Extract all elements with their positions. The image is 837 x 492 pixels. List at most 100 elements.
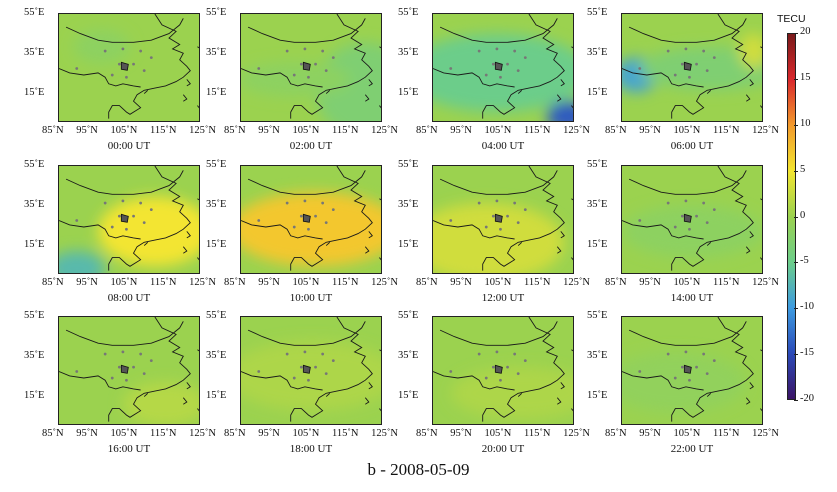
island-outline bbox=[364, 94, 370, 102]
x-tick-label: 125˚N bbox=[752, 125, 779, 136]
gps-station-dot bbox=[324, 221, 328, 225]
x-tick-label: 85˚N bbox=[605, 125, 627, 136]
y-tick-label: 15˚E bbox=[206, 390, 227, 401]
gps-station-dot bbox=[666, 352, 670, 356]
x-tick-label: 125˚N bbox=[563, 125, 590, 136]
island-outline bbox=[186, 79, 191, 87]
x-tick-label: 85˚N bbox=[416, 125, 438, 136]
map-plot-area bbox=[621, 13, 763, 122]
map-plot-area bbox=[58, 165, 200, 274]
x-tick-label: 95˚N bbox=[639, 125, 661, 136]
epicenter-marker bbox=[120, 61, 129, 71]
island-outline bbox=[143, 89, 149, 94]
gps-station-dot bbox=[257, 219, 261, 222]
map-plot-area bbox=[432, 165, 574, 274]
x-tick-row: 85˚N 95˚N 105˚N 115˚N 125˚N bbox=[224, 125, 398, 136]
tec-anomaly-blob bbox=[639, 46, 762, 91]
gps-station-dot bbox=[477, 49, 481, 53]
map-panel: 55˚E 35˚E 15˚E 85˚N 95˚N 105˚N 115˚N 125˚N 16:00… bbox=[24, 310, 216, 455]
island-outline bbox=[182, 397, 188, 405]
gps-station-dot bbox=[688, 227, 691, 231]
gps-station-dot bbox=[513, 352, 517, 356]
tec-map bbox=[433, 166, 573, 273]
panel-time-label: 08:00 UT bbox=[107, 292, 151, 304]
map-plot-area bbox=[621, 165, 763, 274]
colorbar-tick-mark bbox=[794, 78, 798, 80]
x-tick-label: 95˚N bbox=[258, 428, 280, 439]
coastline-outline bbox=[622, 220, 704, 240]
colorbar-tick-mark bbox=[794, 170, 798, 172]
panel-time-label: 16:00 UT bbox=[107, 443, 151, 455]
gps-station-dot bbox=[321, 49, 325, 53]
coastline-outline bbox=[622, 371, 704, 391]
coastline-outline bbox=[65, 321, 184, 346]
x-tick-row: 85˚N 95˚N 105˚N 115˚N 125˚N bbox=[416, 277, 590, 288]
x-tick-label: 105˚N bbox=[110, 428, 138, 439]
gps-station-dot bbox=[103, 352, 107, 356]
y-tick-label: 15˚E bbox=[398, 87, 419, 98]
map-panel: 55˚E 35˚E 15˚E 85˚N 95˚N 105˚N 115˚N 125˚N 00:00… bbox=[24, 7, 216, 152]
x-tick-label: 125˚N bbox=[752, 428, 779, 439]
epicenter-marker bbox=[683, 364, 692, 374]
gps-station-dot bbox=[103, 201, 107, 205]
map-panel: 55˚E 35˚E 15˚E 85˚N 95˚N 105˚N 115˚N 125˚N 20:00… bbox=[398, 310, 590, 455]
y-tick-label: 35˚E bbox=[398, 199, 419, 210]
x-tick-label: 95˚N bbox=[639, 428, 661, 439]
x-tick-label: 115˚N bbox=[713, 277, 740, 288]
coastline-outline bbox=[290, 166, 373, 271]
island-outline bbox=[325, 241, 331, 246]
gps-station-dot bbox=[132, 365, 135, 369]
map-panel: 55˚E 35˚E 15˚E 85˚N 95˚N 105˚N 115˚N 125˚N 08:00… bbox=[24, 159, 216, 304]
gps-station-dot bbox=[331, 208, 335, 211]
gps-station-dot bbox=[117, 214, 121, 218]
y-tick-label: 35˚E bbox=[398, 350, 419, 361]
colorbar-tick-mark bbox=[794, 308, 798, 310]
gps-station-dot bbox=[292, 225, 296, 229]
island-outline bbox=[760, 105, 762, 109]
map-panel: 55˚E 35˚E 15˚E 85˚N 95˚N 105˚N 115˚N 125˚N 04:00… bbox=[398, 7, 590, 152]
gps-station-dot bbox=[688, 378, 691, 382]
gps-station-dot bbox=[491, 365, 495, 369]
colorbar-tick-mark bbox=[794, 124, 798, 126]
y-tick-label: 15˚E bbox=[587, 239, 608, 250]
gps-station-dot bbox=[484, 376, 488, 380]
tec-anomaly-blob bbox=[59, 251, 106, 273]
y-tick-label: 35˚E bbox=[587, 199, 608, 210]
map-plot-area bbox=[240, 13, 382, 122]
gps-station-dot bbox=[125, 227, 128, 231]
y-tick-label: 55˚E bbox=[24, 310, 45, 321]
x-tick-row: 85˚N 95˚N 105˚N 115˚N 125˚N bbox=[42, 277, 216, 288]
x-tick-label: 85˚N bbox=[224, 428, 246, 439]
panel-time-label: 00:00 UT bbox=[107, 140, 151, 152]
gps-station-dot bbox=[257, 67, 261, 70]
tec-map bbox=[622, 166, 762, 273]
island-outline bbox=[368, 79, 373, 87]
map-panel: 55˚E 35˚E 15˚E 85˚N 95˚N 105˚N 115˚N 125˚N 14:00… bbox=[587, 159, 779, 304]
gps-station-dot bbox=[506, 62, 509, 66]
coastline-outline bbox=[241, 220, 323, 240]
gps-station-dot bbox=[477, 352, 481, 356]
gps-station-dot bbox=[314, 365, 317, 369]
colorbar-tick-mark bbox=[794, 33, 798, 34]
x-tick-label: 105˚N bbox=[292, 277, 320, 288]
gps-station-dot bbox=[110, 225, 114, 229]
x-tick-label: 125˚N bbox=[189, 277, 216, 288]
panel-time-label: 06:00 UT bbox=[670, 140, 714, 152]
gps-station-dot bbox=[307, 227, 310, 231]
gps-station-dot bbox=[142, 372, 146, 376]
gps-station-dot bbox=[285, 201, 289, 205]
coastline-outline bbox=[108, 14, 191, 119]
x-tick-label: 85˚N bbox=[224, 277, 246, 288]
gps-station-dot bbox=[712, 56, 716, 59]
coastline-outline bbox=[433, 68, 515, 88]
x-tick-label: 105˚N bbox=[110, 125, 138, 136]
x-tick-label: 85˚N bbox=[224, 125, 246, 136]
gps-station-dot bbox=[257, 370, 261, 373]
panel-time-label: 14:00 UT bbox=[670, 292, 714, 304]
island-outline bbox=[706, 89, 712, 94]
island-outline bbox=[197, 257, 199, 261]
coastline-outline bbox=[65, 18, 184, 43]
colorbar-tick-label: 10 bbox=[800, 117, 811, 129]
coastline-outline bbox=[65, 170, 184, 195]
x-tick-label: 105˚N bbox=[484, 125, 512, 136]
